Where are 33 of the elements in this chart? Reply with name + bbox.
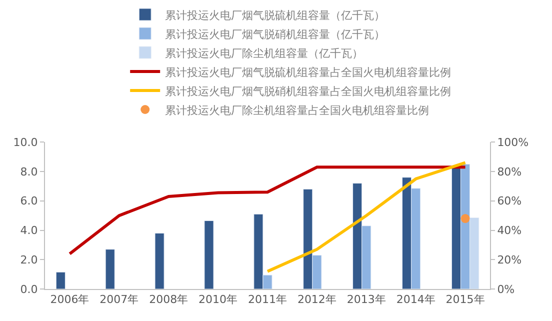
y-tick-label: 4.0 <box>20 224 38 238</box>
legend-label: 累计投运火电厂烟气脱硫机组容量占全国火电机组容量比例 <box>165 66 452 79</box>
y-tick-label: 10.0 <box>13 136 38 149</box>
legend-label: 累计投运火电厂烟气脱硫机组容量（亿千瓦） <box>165 8 386 22</box>
x-tick-label: 2011年 <box>248 293 287 306</box>
y2-tick-label: 40% <box>497 224 522 238</box>
y2-tick-label: 0% <box>497 282 515 296</box>
y-tick-label: 0.0 <box>20 282 38 296</box>
y2-tick-label: 60% <box>497 194 522 208</box>
bar <box>105 249 115 289</box>
bar <box>154 232 164 289</box>
line-series <box>68 166 467 256</box>
x-tick-label: 2015年 <box>446 293 485 306</box>
x-tick-label: 2007年 <box>100 293 139 306</box>
y2-tick-label: 80% <box>497 165 522 178</box>
y-tick-label: 8.0 <box>20 165 38 178</box>
legend-label: 累计投运火电厂除尘机组容量占全国火电机组容量比例 <box>165 104 430 117</box>
x-tick-label: 2008年 <box>149 293 188 306</box>
x-tick-label: 2010年 <box>198 293 238 306</box>
x-tick-label: 2014年 <box>396 293 436 306</box>
legend-label: 累计投运火电厂烟气脱硝机组容量占全国火电机组容量比例 <box>165 84 452 98</box>
y-tick-label: 2.0 <box>20 253 38 266</box>
bar <box>56 272 66 289</box>
x-tick-label: 2013年 <box>346 293 386 306</box>
line-series <box>266 161 467 273</box>
x-tick-label: 2012年 <box>297 293 336 306</box>
legend-label: 累计投运火电厂除尘机组容量（亿千瓦） <box>165 46 364 60</box>
y2-tick-label: 100% <box>497 136 529 149</box>
bar <box>204 220 214 289</box>
y-tick-label: 6.0 <box>20 194 38 208</box>
legend-label: 累计投运火电厂烟气脱硝机组容量（亿千瓦） <box>165 28 386 41</box>
x-tick-label: 2006年 <box>50 293 90 306</box>
y2-tick-label: 20% <box>497 253 522 266</box>
